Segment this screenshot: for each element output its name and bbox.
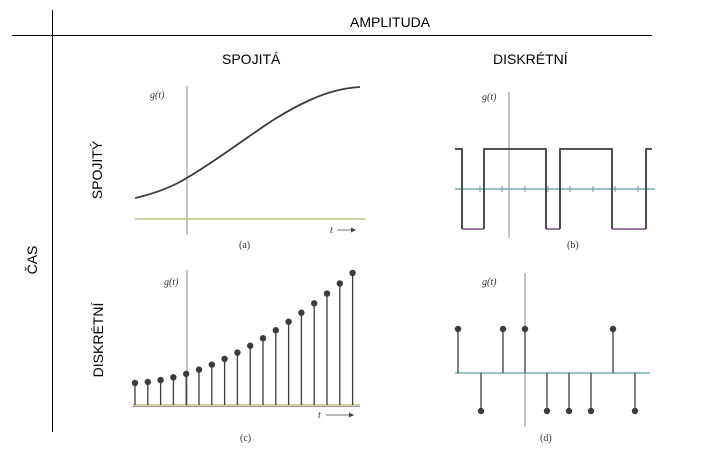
panel-a-ylabel: g(t) xyxy=(150,90,165,101)
panel-b: g(t) (b) xyxy=(455,92,655,251)
panel-c-stem-dot xyxy=(336,280,343,287)
panel-b-ylabel: g(t) xyxy=(482,92,497,103)
panel-d-stem-dot xyxy=(609,325,617,333)
panel-c-stem-dot xyxy=(349,269,356,277)
panel-c-stem-dot xyxy=(234,349,241,356)
panel-c-stem-dot xyxy=(183,370,190,378)
panel-d-stem-dot xyxy=(521,325,529,333)
panel-a-caption: (a) xyxy=(239,240,250,251)
panel-b-ticks xyxy=(479,186,639,192)
panel-c-stem-dot xyxy=(170,374,177,381)
panel-a: g(t) t (a) xyxy=(134,86,365,251)
panel-a-xlabel: t xyxy=(330,225,333,236)
panel-d-stem-dot xyxy=(543,407,551,415)
panel-c-stem-dot xyxy=(298,309,305,316)
panel-c-stem-dot xyxy=(144,378,151,386)
panel-c-stem-dot xyxy=(285,318,292,325)
panel-c-stems xyxy=(131,269,356,405)
panel-c-stem-dot xyxy=(259,335,267,342)
header-continuous: SPOJITÁ xyxy=(222,51,281,67)
grid-horizontal-line xyxy=(12,35,652,36)
panel-c-stem-dot xyxy=(323,290,331,297)
panel-c-stem-dot xyxy=(311,300,318,307)
panel-b-square-wave xyxy=(455,148,652,229)
panel-d-stem-dot xyxy=(454,325,462,333)
panel-c-stem-dot xyxy=(195,366,203,373)
panel-c-stem-dot xyxy=(157,376,164,384)
panel-c-arrow-head xyxy=(349,412,354,418)
panel-c-stem-dot xyxy=(247,342,254,349)
panel-c-stem-dot xyxy=(208,361,215,368)
panel-d-stem-dot xyxy=(631,407,639,415)
panel-c-stem-dot xyxy=(272,327,279,334)
panel-c-stem-dot xyxy=(221,355,228,363)
panel-d-stem-dot xyxy=(477,407,485,415)
panel-a-arrow-head xyxy=(351,227,356,233)
panel-d: g(t) (d) xyxy=(454,273,650,444)
panel-d-stem-dot xyxy=(499,325,507,333)
panel-d-stems xyxy=(454,325,639,415)
panel-c-xlabel: t xyxy=(318,410,321,421)
panel-d-stem-dot xyxy=(587,407,595,415)
panel-d-ylabel: g(t) xyxy=(482,277,497,288)
row-label-discrete: DISKRÉTNÍ xyxy=(90,302,106,378)
header-discrete: DISKRÉTNÍ xyxy=(493,51,568,67)
grid-vertical-line xyxy=(52,10,53,432)
row-label-time: ČAS xyxy=(24,245,40,275)
panel-c: g(t) t (c) xyxy=(131,269,360,444)
panel-c-caption: (c) xyxy=(240,433,251,444)
row-label-continuous: SPOJITÝ xyxy=(89,140,105,200)
panel-c-stem-dot xyxy=(131,379,139,387)
panel-a-signal-curve xyxy=(134,86,361,199)
panel-d-caption: (d) xyxy=(540,433,552,444)
panel-b-caption: (b) xyxy=(567,240,579,251)
panel-c-ylabel: g(t) xyxy=(164,277,179,288)
panel-d-stem-dot xyxy=(565,407,573,415)
header-amplitude: AMPLITUDA xyxy=(350,14,431,30)
